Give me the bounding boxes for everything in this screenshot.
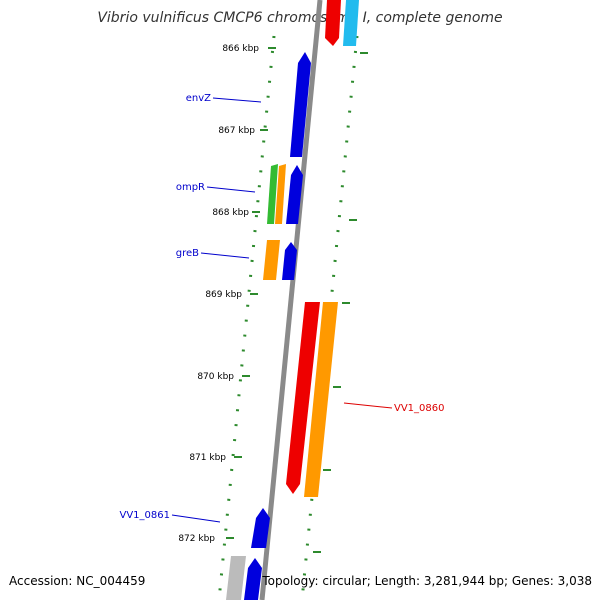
map-title: Vibrio vulnificus CMCP6 chromosome I, co… [97,10,503,26]
accession-text: Accession: NC_004459 [9,574,146,588]
gene-envz[interactable] [290,52,311,157]
gene-cyan-top[interactable] [343,0,359,46]
genome-summary-text: Topology: circular; Length: 3,281,944 bp… [262,574,592,588]
gene-greb-blue[interactable] [282,242,297,280]
gene-ompr-green[interactable] [267,164,278,224]
gene-blue-bottom[interactable] [244,558,262,600]
tick-label-868: 868 kbp [212,208,249,218]
gene-label-vv1-0860[interactable]: VV1_0860 [394,403,445,414]
vv1-0861-leader-line [171,514,221,523]
gene-grey-bottom[interactable] [226,556,246,600]
gene-ompr-orange[interactable] [275,164,286,224]
tick-label-869: 869 kbp [205,290,242,300]
gene-vv1-0860-orange[interactable] [304,302,338,497]
genome-backbone [259,0,323,600]
gene-label-vv1-0861[interactable]: VV1_0861 [120,510,171,521]
vv1-0860-leader-line [343,402,393,409]
gene-label-ompr[interactable]: ompR [176,182,205,193]
tick-label-871: 871 kbp [189,453,226,463]
greb-leader-line [200,252,250,259]
tick-label-866: 866 kbp [222,44,259,54]
tick-label-872: 872 kbp [178,534,215,544]
gene-vv1-0860-red[interactable] [286,302,320,494]
tick-label-867: 867 kbp [218,126,255,136]
gene-ompr-blue[interactable] [286,165,303,224]
envz-leader-line [212,97,262,103]
gene-label-envz[interactable]: envZ [186,93,211,104]
gene-red-top[interactable] [325,0,341,46]
ompr-leader-line [206,186,256,193]
gene-greb-orange[interactable] [263,240,280,280]
gene-label-greb[interactable]: greB [176,248,199,259]
tick-label-870: 870 kbp [197,372,234,382]
gene-vv1-0861[interactable] [251,508,270,548]
tick-marks [226,47,368,553]
